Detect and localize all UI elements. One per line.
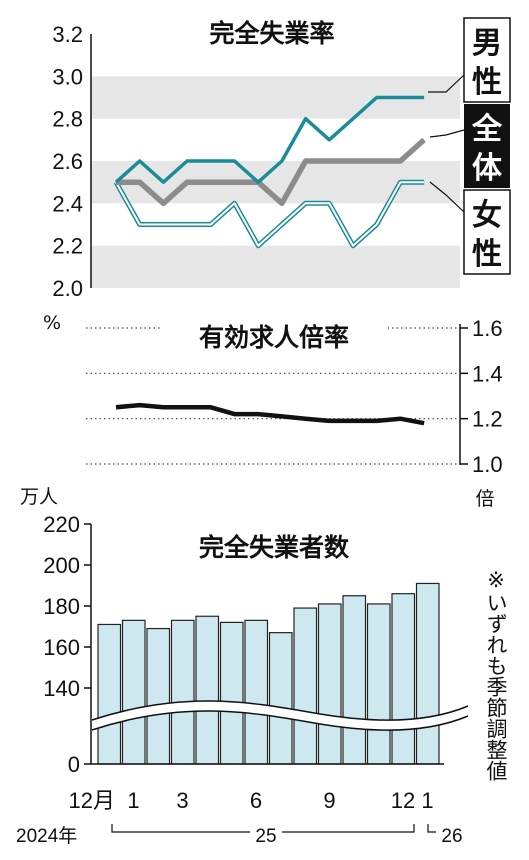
total-leader-line bbox=[429, 129, 465, 138]
x-label-0: 12月 bbox=[69, 788, 115, 813]
x-label-3: 6 bbox=[250, 788, 262, 813]
axis-break-line-lower bbox=[91, 710, 469, 731]
bar-3 bbox=[170, 619, 195, 765]
total-label-box bbox=[464, 104, 510, 188]
persons-chart-title: 完全失業者数 bbox=[199, 533, 350, 562]
bar-2 bbox=[146, 627, 171, 765]
persons-y-tick-3: 160 bbox=[43, 635, 80, 660]
persons-y-tick-5: 0 bbox=[68, 752, 80, 777]
bar-7 bbox=[268, 632, 293, 765]
rate-y-tick-2: 2.8 bbox=[52, 107, 83, 132]
female-label-char-1: 女 bbox=[472, 198, 502, 233]
x-label-1: 1 bbox=[127, 788, 139, 813]
persons-y-tick-1: 200 bbox=[43, 553, 80, 578]
ratio-chart-title: 有効求人倍率 bbox=[199, 323, 349, 352]
rate-chart-title: 完全失業率 bbox=[209, 19, 334, 48]
bar-11 bbox=[366, 603, 391, 765]
rate-y-tick-3: 2.6 bbox=[52, 149, 83, 174]
rate-band-2 bbox=[91, 245, 460, 288]
total-label-char-1: 全 bbox=[471, 112, 503, 147]
total-label-char-2: 体 bbox=[472, 151, 503, 186]
year-bracket-2025-right bbox=[282, 824, 415, 833]
female-label-char-2: 性 bbox=[472, 237, 502, 272]
male-label: 男 性 bbox=[428, 17, 511, 103]
year-bracket-2025-left bbox=[111, 824, 250, 833]
female-line-inner bbox=[115, 181, 425, 247]
male-label-char-1: 男 bbox=[472, 26, 502, 61]
ratio-title-backdrop bbox=[160, 320, 388, 354]
male-label-box bbox=[463, 17, 511, 103]
bar-12 bbox=[391, 593, 416, 765]
x-label-4: 9 bbox=[323, 788, 335, 813]
female-label: 女 性 bbox=[429, 181, 511, 275]
rate-y-tick-5: 2.2 bbox=[52, 234, 83, 259]
rate-y-tick-1: 3.0 bbox=[52, 64, 83, 89]
persons-y-tick-labels: 220 200 180 160 140 0 bbox=[43, 512, 91, 777]
persons-unit-label: 万人 bbox=[20, 486, 58, 508]
ratio-line bbox=[115, 402, 425, 426]
bar-0 bbox=[97, 623, 122, 765]
year-label-2026: 26 bbox=[441, 826, 462, 847]
ratio-y-tick-labels: 1.6 1.4 1.2 1.0 bbox=[472, 316, 503, 477]
bar-1 bbox=[121, 619, 146, 765]
bar-8 bbox=[293, 607, 318, 765]
rate-unit-label: % bbox=[43, 312, 61, 334]
total-line bbox=[116, 137, 426, 207]
rate-y-tick-6: 2.0 bbox=[52, 276, 83, 301]
ratio-y-tick-2: 1.2 bbox=[472, 407, 503, 432]
ratio-y-tick-1: 1.4 bbox=[472, 361, 503, 386]
x-axis-labels: 12月 1 3 6 9 12 1 bbox=[69, 788, 434, 813]
bar-6 bbox=[244, 619, 269, 765]
ratio-unit-label: 倍 bbox=[475, 488, 494, 510]
persons-y-tick-0: 220 bbox=[43, 512, 80, 537]
ratio-y-tick-3: 1.0 bbox=[472, 452, 503, 477]
rate-series-lines bbox=[113, 95, 426, 249]
male-leader-line bbox=[428, 74, 465, 93]
x-label-2: 3 bbox=[176, 788, 188, 813]
persons-bars bbox=[97, 582, 440, 765]
year-label-2025: 25 bbox=[255, 826, 276, 847]
bar-10 bbox=[342, 595, 367, 765]
year-label-2024: 2024年 bbox=[16, 825, 77, 847]
ratio-series-line bbox=[115, 402, 425, 426]
ratio-y-tick-0: 1.6 bbox=[472, 316, 503, 341]
seasonally-adjusted-note: ※いずれも季節調整値 bbox=[484, 568, 508, 781]
rate-y-tick-4: 2.4 bbox=[52, 191, 83, 216]
male-label-char-2: 性 bbox=[472, 65, 502, 100]
total-label: 全 体 bbox=[429, 104, 510, 188]
persons-y-tick-2: 180 bbox=[43, 594, 80, 619]
bar-9 bbox=[317, 603, 342, 765]
rate-y-tick-labels: 3.2 3.0 2.8 2.6 2.4 2.2 2.0 bbox=[52, 22, 83, 301]
axis-break-band bbox=[92, 701, 468, 731]
bar-13 bbox=[415, 582, 440, 765]
bar-5 bbox=[219, 621, 244, 765]
female-leader-line bbox=[429, 181, 465, 213]
female-label-box bbox=[463, 189, 511, 275]
rate-y-tick-0: 3.2 bbox=[52, 22, 83, 47]
x-label-5: 12 bbox=[391, 788, 415, 813]
axis-break-line-upper bbox=[91, 700, 469, 721]
x-label-6: 1 bbox=[421, 788, 433, 813]
persons-y-tick-4: 140 bbox=[43, 676, 80, 701]
year-bracket-2026 bbox=[427, 824, 436, 833]
bar-4 bbox=[195, 615, 220, 765]
male-line bbox=[114, 95, 425, 184]
